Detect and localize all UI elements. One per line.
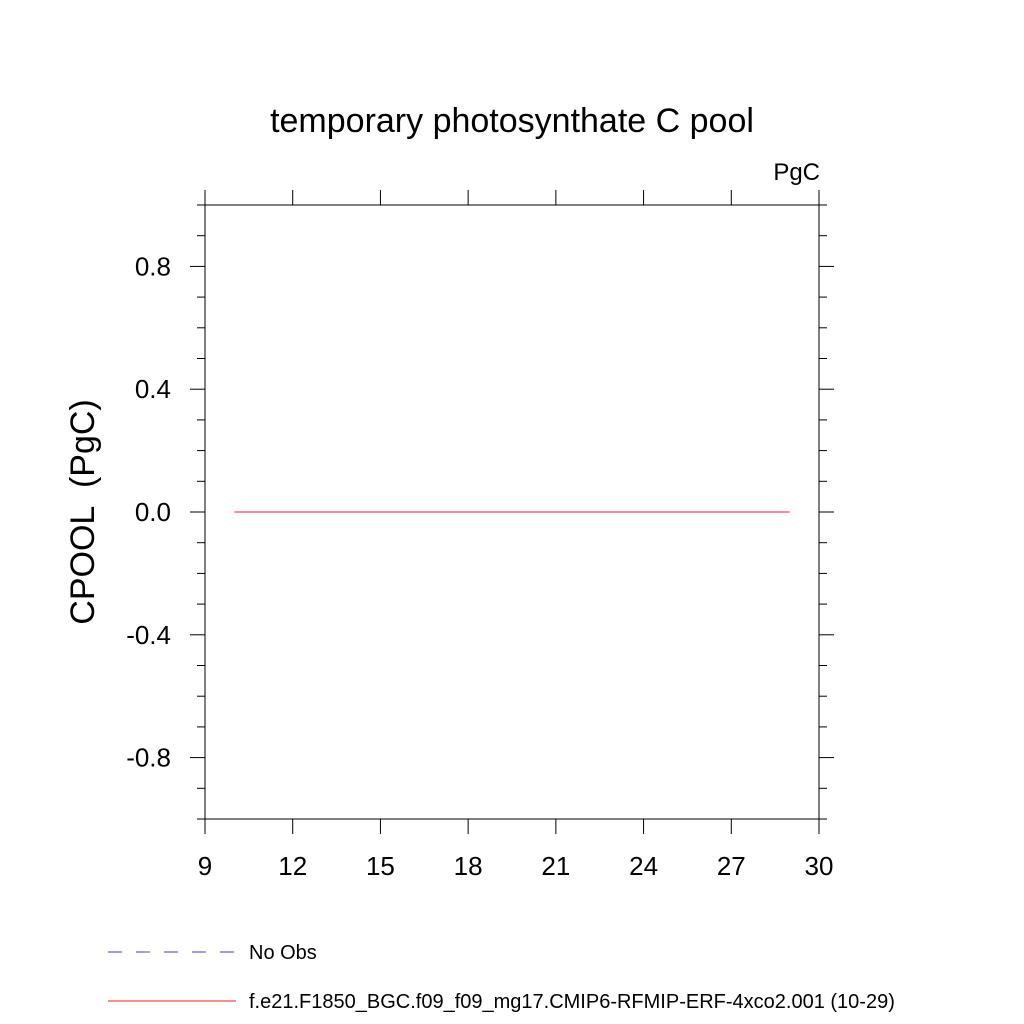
y-tick-label: 0.8: [135, 251, 171, 281]
x-tick-label: 9: [198, 851, 212, 881]
x-tick-label: 24: [629, 851, 658, 881]
y-tick-label: 0.0: [135, 497, 171, 527]
y-axis-label: CPOOL (PgC): [64, 399, 102, 624]
chart-title: temporary photosynthate C pool: [270, 102, 754, 140]
axis-ticks: 9 12 15 18 21 24 27 30 -0.8 -0.4 0.0 0.4 0.8: [126, 190, 834, 881]
x-tick-label: 27: [717, 851, 746, 881]
y-tick-label: -0.8: [126, 743, 171, 773]
y-tick-label: -0.4: [126, 620, 171, 650]
legend-label: No Obs: [249, 942, 317, 964]
x-tick-label: 30: [805, 851, 834, 881]
x-tick-label: 12: [278, 851, 307, 881]
legend-label: f.e21.F1850_BGC.f09_f09_mg17.CMIP6-RFMIP…: [249, 991, 895, 1013]
units-label: PgC: [773, 159, 820, 186]
x-tick-label: 18: [454, 851, 483, 881]
x-tick-label: 21: [541, 851, 570, 881]
x-tick-label: 15: [366, 851, 395, 881]
legend: No Obs f.e21.F1850_BGC.f09_f09_mg17.CMIP6…: [108, 942, 895, 1013]
y-tick-label: 0.4: [135, 374, 171, 404]
